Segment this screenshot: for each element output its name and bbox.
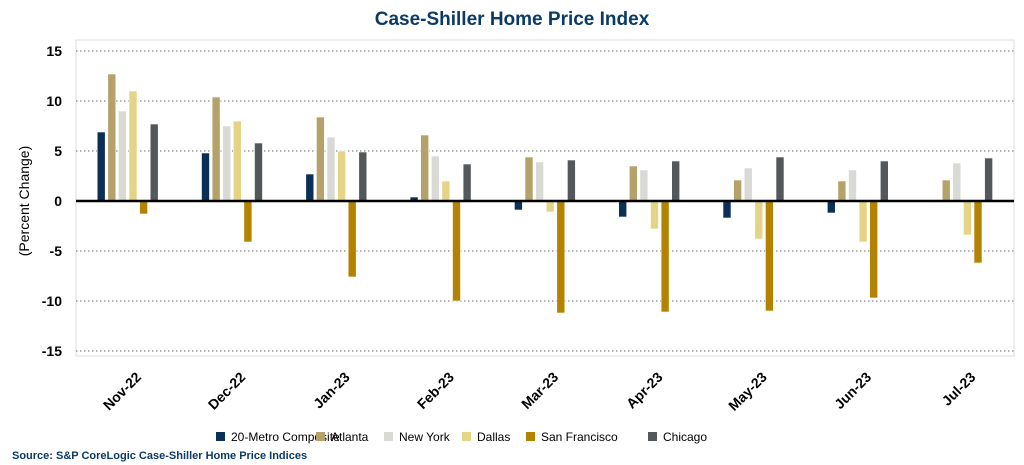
y-tick-label: -5 <box>50 243 63 259</box>
bar-new-york <box>326 136 336 202</box>
bar-dallas <box>233 120 242 202</box>
x-tick-label: Feb-23 <box>414 369 457 412</box>
bar-dallas <box>128 90 138 202</box>
legend-label: Atlanta <box>331 430 369 444</box>
bar-san-francisco <box>139 200 148 215</box>
y-tick-label: -10 <box>42 293 62 309</box>
bar-san-francisco <box>660 200 670 313</box>
bar-san-francisco <box>973 200 983 264</box>
bar-new-york <box>118 110 127 202</box>
legend-label: San Francisco <box>541 430 618 444</box>
bar-chicago <box>358 151 368 202</box>
y-tick-label: 10 <box>46 93 62 109</box>
bar-chicago <box>671 160 681 202</box>
legend-label: 20-Metro Composite <box>231 430 340 444</box>
x-tick-label: Dec-22 <box>205 369 249 413</box>
y-axis-label: (Percent Change) <box>16 146 32 257</box>
bar-chicago <box>149 123 159 202</box>
bar-20-metro-composite <box>201 152 210 202</box>
bar-new-york <box>535 161 544 202</box>
bar-san-francisco <box>452 200 461 302</box>
bar-san-francisco <box>347 200 357 278</box>
bar-new-york <box>848 169 857 202</box>
bar-dallas <box>754 200 764 240</box>
bar-atlanta <box>524 156 534 202</box>
chart-title: Case-Shiller Home Price Index <box>375 9 650 30</box>
bar-20-metro-composite <box>514 200 523 211</box>
bar-atlanta <box>107 73 117 202</box>
y-tick-label: -15 <box>42 343 62 359</box>
bar-atlanta <box>733 179 742 202</box>
legend-label: New York <box>399 430 451 444</box>
bar-dallas <box>963 200 972 236</box>
y-tick-label: 5 <box>54 143 62 159</box>
source-note: Source: S&P CoreLogic Case-Shiller Home … <box>12 450 307 462</box>
x-tick-label: Jun-23 <box>831 369 874 412</box>
bar-atlanta <box>420 134 430 202</box>
legend-swatch <box>648 432 657 441</box>
bar-dallas <box>337 150 346 202</box>
bar-dallas <box>545 200 555 213</box>
bar-chicago <box>775 156 785 202</box>
bar-atlanta <box>211 96 221 202</box>
legend-label: Dallas <box>477 430 510 444</box>
bar-atlanta <box>837 180 847 202</box>
x-tick-label: Jul-23 <box>939 369 979 409</box>
bar-20-metro-composite <box>722 200 732 219</box>
y-tick-label: 0 <box>54 193 62 209</box>
bar-dallas <box>650 200 659 230</box>
legend-swatch <box>316 432 325 441</box>
legend-swatch <box>526 432 535 441</box>
bar-san-francisco <box>243 200 253 243</box>
bar-atlanta <box>628 165 638 202</box>
bar-san-francisco <box>556 200 566 314</box>
legend-label: Chicago <box>663 430 707 444</box>
bar-atlanta <box>941 179 951 202</box>
legend-swatch <box>384 432 393 441</box>
bar-chicago <box>462 163 472 202</box>
bar-20-metro-composite <box>305 173 315 202</box>
bar-new-york <box>639 169 649 202</box>
bar-chicago <box>984 157 993 202</box>
x-tick-label: Nov-22 <box>100 369 144 413</box>
bar-san-francisco <box>765 200 774 312</box>
bar-20-metro-composite <box>618 200 628 218</box>
x-tick-label: May-23 <box>725 369 770 414</box>
bar-new-york <box>952 162 962 202</box>
legend-swatch <box>216 432 225 441</box>
bar-20-metro-composite <box>826 200 836 214</box>
bar-chicago <box>254 142 263 202</box>
bar-20-metro-composite <box>96 131 106 202</box>
y-tick-label: 15 <box>46 43 62 59</box>
legend-swatch <box>462 432 471 441</box>
x-tick-label: Mar-23 <box>518 369 561 412</box>
bar-new-york <box>743 167 753 202</box>
bar-dallas <box>858 200 868 243</box>
plot-frame <box>75 39 1015 357</box>
bar-atlanta <box>316 116 325 202</box>
x-tick-label: Apr-23 <box>623 369 666 412</box>
bar-chicago <box>879 160 889 202</box>
bar-san-francisco <box>869 200 879 299</box>
bar-new-york <box>430 155 440 202</box>
x-tick-label: Jan-23 <box>310 369 353 412</box>
bar-dallas <box>441 180 451 202</box>
bar-chicago <box>567 159 576 202</box>
bar-new-york <box>222 125 231 202</box>
